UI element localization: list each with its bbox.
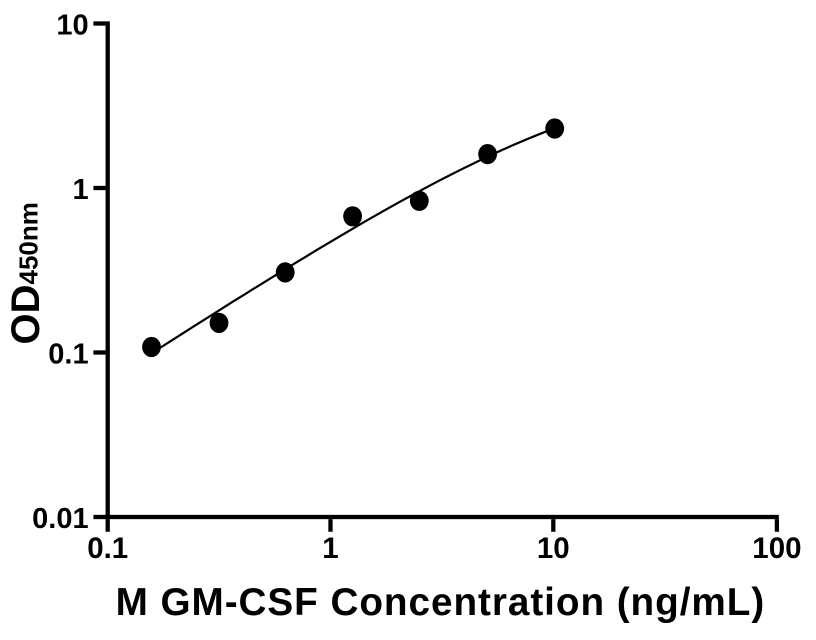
svg-text:1: 1 xyxy=(72,174,88,206)
svg-text:10: 10 xyxy=(537,532,570,565)
svg-text:0.1: 0.1 xyxy=(48,339,88,371)
svg-text:0.01: 0.01 xyxy=(32,503,88,535)
svg-text:100: 100 xyxy=(752,532,801,565)
svg-text:1: 1 xyxy=(322,532,338,565)
svg-text:0.1: 0.1 xyxy=(87,532,128,565)
svg-text:M GM-CSF Concentration (ng/mL): M GM-CSF Concentration (ng/mL) xyxy=(116,581,766,624)
svg-text:10: 10 xyxy=(56,10,88,42)
